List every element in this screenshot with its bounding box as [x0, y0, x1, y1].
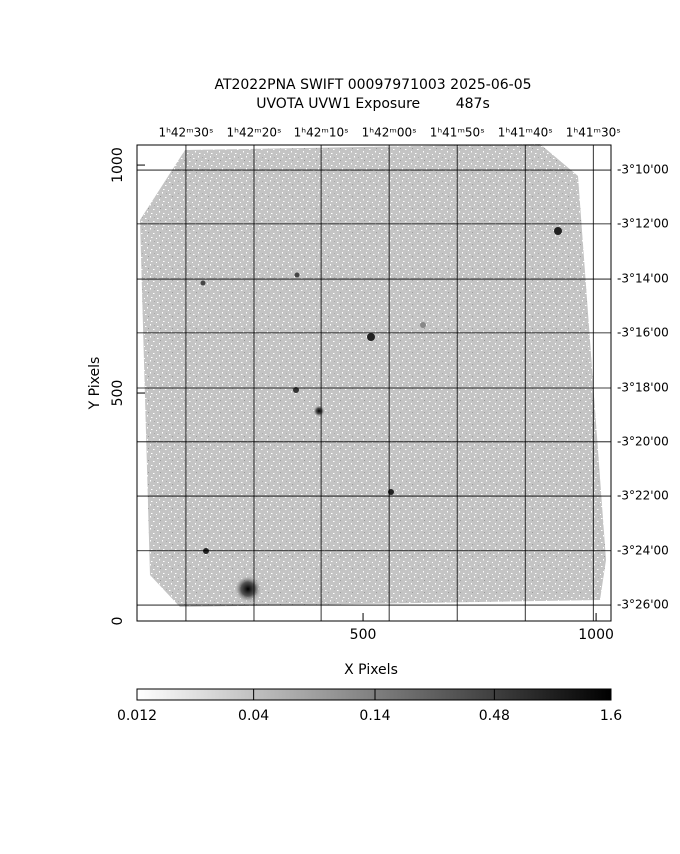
ra-tick-label: 1ʰ41ᵐ30ˢ [566, 126, 621, 140]
title: AT2022PNA SWIFT 00097971003 2025-06-05 [214, 77, 531, 93]
dec-tick-label: -3°24'00 [617, 543, 669, 557]
ra-tick-label: 1ʰ42ᵐ30ˢ [158, 126, 213, 140]
ra-tick-label: 1ʰ42ᵐ10ˢ [294, 126, 349, 140]
dec-tick-label: -3°18'00 [617, 381, 669, 395]
dec-tick-label: -3°10'00 [617, 163, 669, 177]
colorbar [136, 688, 612, 701]
y-axis-label: Y Pixels [87, 357, 103, 411]
dec-tick-label: -3°16'00 [617, 325, 669, 339]
dec-tick-label: -3°26'00 [617, 598, 669, 612]
ra-tick-label: 1ʰ42ᵐ20ˢ [226, 126, 281, 140]
colorbar-tick-label: 0.012 [117, 708, 157, 724]
ra-tick-label: 1ʰ41ᵐ40ˢ [498, 126, 553, 140]
x-axis-label: X Pixels [344, 662, 398, 678]
dec-tick-label: -3°20'00 [617, 434, 669, 448]
colorbar-tick-label: 1.6 [600, 708, 622, 724]
ra-tick-label: 1ʰ42ᵐ00ˢ [362, 126, 417, 140]
dec-tick-label: -3°12'00 [617, 216, 669, 230]
dec-tick-label: -3°14'00 [617, 272, 669, 286]
dec-tick-label: -3°22'00 [617, 489, 669, 503]
colorbar-tick-label: 0.14 [359, 708, 390, 724]
ra-tick-label: 1ʰ41ᵐ50ˢ [430, 126, 485, 140]
subtitle: UVOTA UVW1 Exposure 487s [256, 96, 490, 112]
colorbar-tick-label: 0.04 [238, 708, 269, 724]
sky-image [140, 144, 606, 607]
y-tick-label: 1000 [110, 147, 126, 183]
colorbar-tick-label: 0.48 [479, 708, 510, 724]
x-tick-label: 500 [350, 627, 377, 643]
plot-frame [136, 144, 612, 622]
x-tick-label: 1000 [578, 627, 614, 643]
y-tick-label: 0 [110, 617, 126, 626]
y-tick-label: 500 [110, 380, 126, 407]
